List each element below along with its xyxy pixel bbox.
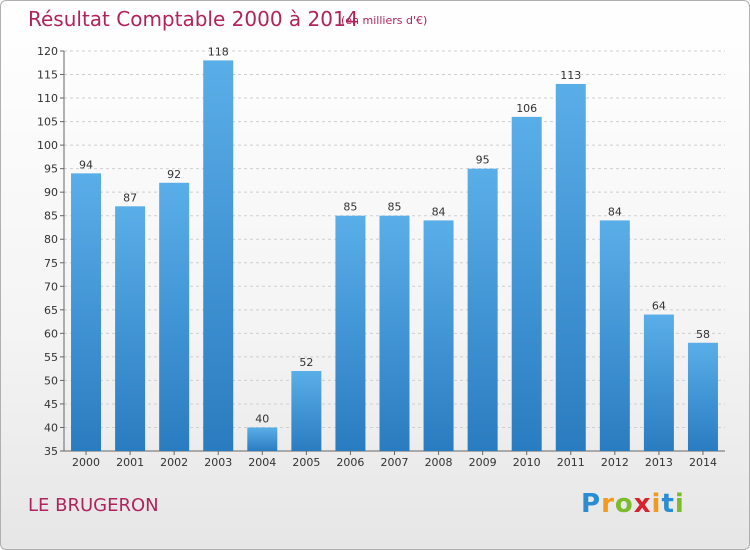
bar xyxy=(159,182,190,451)
data-label: 84 xyxy=(432,205,446,218)
bar xyxy=(335,215,366,451)
bar xyxy=(423,220,454,451)
y-tick-label: 110 xyxy=(37,92,58,105)
x-tick-label: 2005 xyxy=(292,456,320,469)
x-tick-label: 2011 xyxy=(557,456,585,469)
data-label: 52 xyxy=(299,356,313,369)
y-tick-label: 115 xyxy=(37,69,58,82)
value-labels: 94 87 92 118 40 52 85 85 84 95 106 113 84 64 58 xyxy=(79,45,710,425)
bar xyxy=(555,83,586,452)
x-tick-label: 2004 xyxy=(248,456,276,469)
data-label: 92 xyxy=(167,168,181,181)
bar xyxy=(687,342,718,451)
y-tick-label: 100 xyxy=(37,139,58,152)
x-tick-label: 2008 xyxy=(425,456,453,469)
logo-letter: x xyxy=(633,489,652,519)
bar xyxy=(379,215,410,451)
x-tick-label: 2013 xyxy=(645,456,673,469)
y-tick-label: 45 xyxy=(44,398,58,411)
data-label: 58 xyxy=(696,328,710,341)
bars xyxy=(71,60,718,452)
x-tick-label: 2006 xyxy=(336,456,364,469)
x-tick-label: 2003 xyxy=(204,456,232,469)
proxiti-logo: Proxiti xyxy=(581,489,685,519)
x-tick-label: 2009 xyxy=(469,456,497,469)
town-name: LE BRUGERON xyxy=(28,495,159,516)
y-tick-label: 120 xyxy=(37,45,58,58)
y-tick-label: 50 xyxy=(44,374,58,387)
data-label: 106 xyxy=(516,102,537,115)
x-tick-label: 2007 xyxy=(381,456,409,469)
data-label: 118 xyxy=(208,45,229,58)
y-tick-label: 85 xyxy=(44,210,58,223)
axes: 35 40 45 50 55 60 65 70 75 80 85 90 95 100 105 110 115 12… xyxy=(37,45,725,469)
y-tick-label: 80 xyxy=(44,233,58,246)
x-tick-label: 2002 xyxy=(160,456,188,469)
x-tick-label: 2010 xyxy=(513,456,541,469)
bar xyxy=(511,116,542,451)
y-tick-label: 105 xyxy=(37,116,58,129)
data-label: 85 xyxy=(388,201,402,214)
y-tick-label: 65 xyxy=(44,304,58,317)
data-label: 87 xyxy=(123,191,137,204)
logo-letter: t xyxy=(661,489,675,519)
y-tick-label: 55 xyxy=(44,351,58,364)
data-label: 94 xyxy=(79,158,93,171)
logo-letter: P xyxy=(581,489,602,519)
data-label: 40 xyxy=(255,412,269,425)
data-label: 64 xyxy=(652,300,666,313)
bar xyxy=(247,427,278,451)
bar xyxy=(203,60,234,451)
logo-letter: i xyxy=(651,489,662,519)
chart-title: Résultat Comptable 2000 à 2014 xyxy=(28,7,359,31)
bar xyxy=(643,314,674,451)
x-tick-label: 2014 xyxy=(689,456,717,469)
data-label: 85 xyxy=(343,201,357,214)
bar xyxy=(291,371,322,451)
y-tick-label: 60 xyxy=(44,327,58,340)
x-tick-label: 2001 xyxy=(116,456,144,469)
bar xyxy=(599,220,630,451)
logo-letter: r xyxy=(601,489,615,519)
y-tick-label: 95 xyxy=(44,163,58,176)
data-label: 84 xyxy=(608,205,622,218)
x-tick-label: 2012 xyxy=(601,456,629,469)
bar xyxy=(71,173,102,451)
x-tick-label: 2000 xyxy=(72,456,100,469)
y-tick-label: 35 xyxy=(44,445,58,458)
y-tick-label: 75 xyxy=(44,257,58,270)
bar xyxy=(115,206,146,451)
y-tick-label: 90 xyxy=(44,186,58,199)
logo-letter: o xyxy=(614,489,634,519)
logo-letter: i xyxy=(674,489,685,519)
y-tick-label: 40 xyxy=(44,421,58,434)
data-label: 113 xyxy=(560,69,581,82)
chart-unit: (en milliers d'€) xyxy=(341,14,428,27)
data-label: 95 xyxy=(476,154,490,167)
y-tick-label: 70 xyxy=(44,280,58,293)
bar xyxy=(467,168,498,451)
